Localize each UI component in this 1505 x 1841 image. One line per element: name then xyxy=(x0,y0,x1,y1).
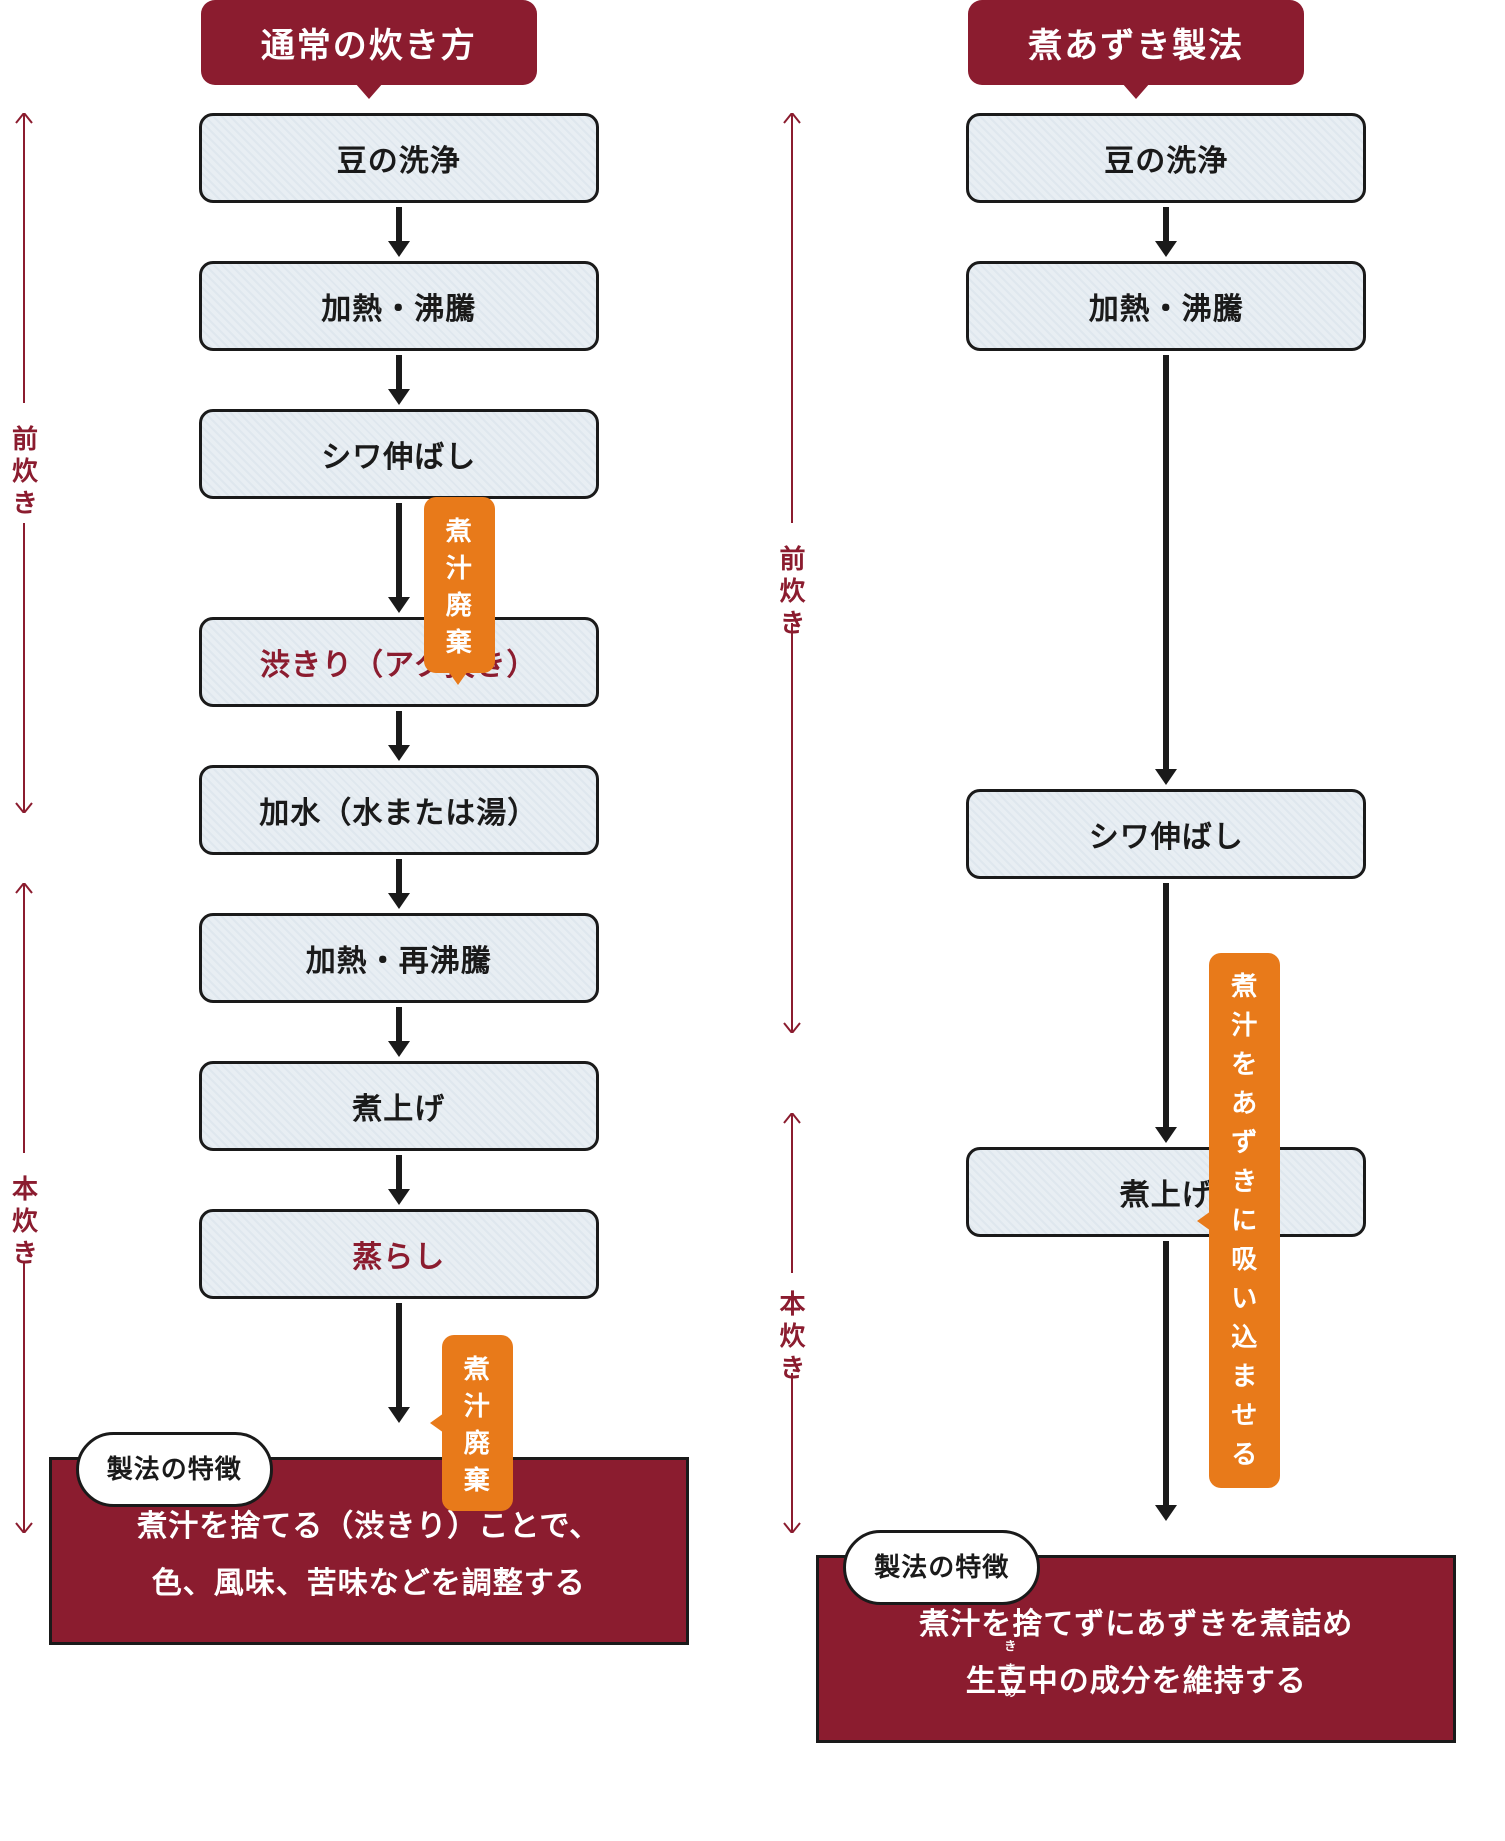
left-column: 通常の炊き方 前炊き 本炊き xyxy=(10,0,728,1743)
note-line: 煮汁をあずきに xyxy=(1231,967,1258,1240)
arrow-icon xyxy=(384,1007,414,1057)
step-box-highlight: 蒸らし xyxy=(199,1209,599,1299)
left-bracket-top: 前炊き xyxy=(10,113,38,813)
note-bubble: 煮汁をあずきに 吸い込ませる xyxy=(1209,953,1280,1488)
right-bracket-bottom: 本炊き xyxy=(778,1113,806,1533)
right-summary: 製法の特徴 煮汁を捨てずにあずきを煮詰め 生きまめ豆中の成分を維持する xyxy=(816,1555,1456,1743)
note-bubble: 煮汁廃棄 xyxy=(442,1335,513,1511)
arrow-icon xyxy=(384,1155,414,1205)
summary-line: 色、風味、苦味などを調整する xyxy=(82,1555,656,1612)
diagram-container: 通常の炊き方 前炊き 本炊き xyxy=(0,0,1505,1743)
arrow-icon xyxy=(384,207,414,257)
step-box: 加熱・沸騰 xyxy=(966,261,1366,351)
step-box: 加熱・沸騰 xyxy=(199,261,599,351)
summary-label: 製法の特徴 xyxy=(843,1530,1040,1605)
bracket-label: 本炊き xyxy=(769,1278,814,1398)
arrow-icon xyxy=(1151,355,1181,785)
arrow-icon: 煮汁をあずきに 吸い込ませる xyxy=(1151,883,1181,1143)
right-header: 煮あずき製法 xyxy=(968,0,1304,85)
left-summary: 製法の特徴 煮汁を捨てる（渋きり）ことで、 色、風味、苦味などを調整する xyxy=(49,1457,689,1645)
arrow-icon xyxy=(384,355,414,405)
left-flow: 前炊き 本炊き 豆の洗浄 加熱・沸騰 シワ伸ばし 煮汁廃棄 xyxy=(10,113,728,1427)
right-bracket-top: 前炊き xyxy=(778,113,806,1033)
step-box: 加水（水または湯） xyxy=(199,765,599,855)
right-flow: 前炊き 本炊き 豆の洗浄 加熱・沸騰 シワ伸ばし 煮汁をあずきに xyxy=(778,113,1496,1525)
step-box: 加熱・再沸騰 xyxy=(199,913,599,1003)
summary-label: 製法の特徴 xyxy=(76,1432,273,1507)
right-column: 煮あずき製法 前炊き 本炊き 豆の洗 xyxy=(778,0,1496,1743)
step-box: 煮上げ xyxy=(199,1061,599,1151)
arrow-icon xyxy=(384,711,414,761)
left-bracket-bottom: 本炊き xyxy=(10,883,38,1533)
arrow-icon: 煮汁廃棄 xyxy=(384,1303,414,1423)
left-header: 通常の炊き方 xyxy=(201,0,537,85)
bracket-label: 前炊き xyxy=(769,533,814,653)
arrow-icon xyxy=(1151,1241,1181,1521)
arrow-icon xyxy=(384,859,414,909)
arrow-icon xyxy=(1151,207,1181,257)
bracket-label: 前炊き xyxy=(2,413,47,533)
step-box: 煮上げ xyxy=(966,1147,1366,1237)
bracket-label: 本炊き xyxy=(2,1163,47,1283)
note-bubble: 煮汁廃棄 xyxy=(424,497,495,673)
step-box-highlight: 渋きり（アク抜き） xyxy=(199,617,599,707)
note-line: 吸い込ませる xyxy=(1231,1240,1258,1474)
summary-line: 生きまめ豆中の成分を維持する xyxy=(849,1653,1423,1710)
step-box: シワ伸ばし xyxy=(966,789,1366,879)
step-box: シワ伸ばし xyxy=(199,409,599,499)
step-box: 豆の洗浄 xyxy=(199,113,599,203)
step-box: 豆の洗浄 xyxy=(966,113,1366,203)
arrow-icon: 煮汁廃棄 xyxy=(384,503,414,613)
